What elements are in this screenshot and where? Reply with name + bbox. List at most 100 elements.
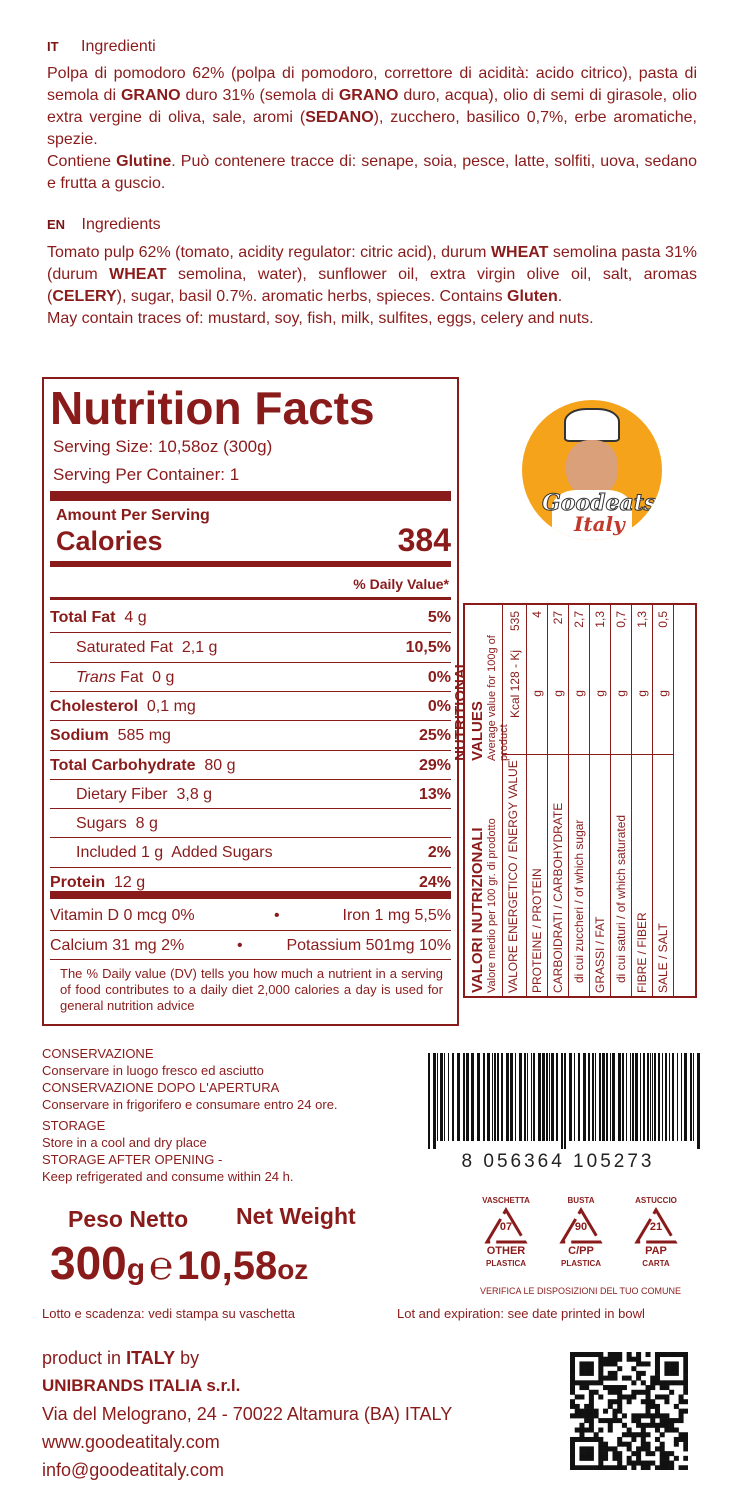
barcode-bar — [549, 1053, 550, 1141]
recycle-triangle-icon: 90 — [551, 1205, 611, 1245]
barcode-bar — [690, 1053, 692, 1141]
barcode-bar — [606, 1053, 608, 1141]
barcode-bar — [595, 1053, 596, 1141]
barcode-bar — [440, 1053, 443, 1141]
barcode-bar — [662, 1053, 663, 1141]
daily-value-header: % Daily Value* — [353, 576, 449, 592]
barcode-bar — [669, 1053, 670, 1141]
recycle-triangle-icon: 21 — [626, 1205, 686, 1245]
net-weight-label: Net Weight — [236, 1203, 356, 1229]
ingredients-en-text: Tomato pulp 62% (tomato, acidity regulat… — [47, 244, 698, 327]
nutritional-values-table: VALORI NUTRIZIONALI NUTRITIONAL VALUES Va… — [452, 603, 697, 998]
barcode-bar — [444, 1053, 445, 1141]
recycling-symbol: VASCHETTA 07 OTHER PLASTICA — [476, 1196, 536, 1268]
barcode-bar — [640, 1053, 641, 1141]
nutrient-row: Sodium 585 mg 25% — [50, 720, 451, 749]
serving-size: Serving Size: 10,58oz (300g) — [53, 437, 273, 456]
nutrient-row: Protein 12 g 24% — [50, 866, 451, 896]
vitamin-row: Calcium 31 mg 2% • Potassium 501mg 10% — [50, 930, 451, 959]
barcode-bar — [665, 1053, 667, 1141]
lang-code: IT — [47, 39, 59, 54]
barcode-bar — [542, 1053, 545, 1141]
barcode-bar — [672, 1053, 674, 1141]
barcode-bar — [457, 1053, 460, 1141]
nutrition-facts-title: Nutrition Facts — [50, 382, 375, 434]
nutrient-row: Trans Fat 0 g 0% — [50, 661, 451, 691]
nutritional-value-row: FIBRE / FIBER g 1,3 — [632, 605, 653, 996]
barcode-bar — [626, 1053, 627, 1141]
nutritional-value-row: CARBOIDRATI / CARBOHYDRATE g 27 — [548, 605, 569, 996]
nutritional-value-row: di cui zuccheri / of which sugar g 2,7 — [569, 605, 590, 996]
barcode-bar — [433, 1053, 436, 1149]
chef-jacket-icon — [552, 490, 632, 540]
nutritional-value-row: VALORE ENERGETICO / ENERGY VALUE Kcal 128… — [503, 605, 527, 996]
qr-code[interactable] — [570, 1352, 688, 1470]
servings-per-container: Serving Per Container: 1 — [53, 465, 240, 484]
barcode-number: 8 056364 105273 — [461, 1151, 655, 1172]
ingredients-it-heading: IT Ingredienti — [47, 38, 156, 56]
barcode-bar — [612, 1053, 615, 1141]
lot-en: Lot and expiration: see date printed in … — [397, 1306, 645, 1321]
barcode-bar — [632, 1053, 634, 1141]
barcode-bar — [497, 1053, 499, 1141]
chef-hat-icon — [564, 408, 620, 442]
barcode-bar — [647, 1053, 649, 1141]
barcode-bar — [654, 1053, 656, 1141]
barcode-bar — [564, 1053, 566, 1149]
barcode-bar — [428, 1053, 430, 1149]
footnote: The % Daily value (DV) tells you how muc… — [50, 959, 451, 1014]
barcode-bar — [463, 1053, 465, 1141]
nutrient-row: Total Fat 4 g 5% — [50, 609, 451, 626]
barcode-bar — [538, 1053, 541, 1141]
website-link[interactable]: www.goodeatitaly.com — [42, 1432, 220, 1452]
barcode-bar — [492, 1053, 493, 1141]
email-link[interactable]: info@goodeatitaly.com — [42, 1460, 225, 1480]
barcode-bar — [561, 1053, 563, 1149]
barcode-bar — [684, 1053, 687, 1141]
barcode-bar — [583, 1053, 586, 1141]
barcode-bar — [574, 1053, 575, 1141]
calories-label: Calories — [56, 526, 163, 556]
barcode-bar — [556, 1053, 558, 1141]
nutrient-row: Cholesterol 0,1 mg 0% — [50, 690, 451, 720]
nutrient-row: Sugars 8 g — [50, 808, 451, 837]
nutrient-row: Saturated Fat 2,1 g 10,5% — [50, 632, 451, 661]
nutrient-row: Total Carbohydrate 80 g 29% — [50, 749, 451, 779]
lot-it: Lotto e scadenza: vedi stampa su vaschet… — [42, 1306, 295, 1321]
barcode-bar — [501, 1053, 503, 1141]
barcode-bar — [650, 1053, 651, 1141]
barcode-bar — [602, 1053, 605, 1141]
barcode-bar — [618, 1053, 621, 1141]
ingredients-en-heading: EN Ingredients — [47, 216, 161, 233]
nutrition-facts-panel: Nutrition Facts Serving Size: 10,58oz (3… — [42, 377, 459, 1026]
calories-value: 384 — [397, 522, 451, 558]
barcode-bar — [448, 1053, 449, 1141]
barcode-bar — [471, 1053, 474, 1141]
barcode-bar — [677, 1053, 678, 1141]
barcode-bar — [652, 1053, 653, 1141]
vitamin-row: Vitamin D 0 mcg 0% • Iron 1 mg 5,5% — [50, 907, 451, 924]
barcode-bar — [693, 1053, 694, 1141]
barcode-bar — [466, 1053, 469, 1141]
barcode-bar — [477, 1053, 480, 1141]
barcode — [428, 1053, 700, 1149]
peso-netto-label: Peso Netto — [68, 1206, 189, 1232]
barcode-bar — [658, 1053, 660, 1141]
barcode-bar — [551, 1053, 554, 1141]
barcode-bar — [592, 1053, 594, 1141]
recycling-symbol: BUSTA 90 C/PP PLASTICA — [551, 1196, 611, 1268]
barcode-bar — [531, 1053, 532, 1141]
nutritional-value-row: GRASSI / FAT g 1,3 — [590, 605, 611, 996]
barcode-bar — [506, 1053, 509, 1141]
barcode-bar — [610, 1053, 611, 1141]
barcode-bar — [569, 1053, 572, 1141]
nutritional-value-row: SALE / SALT g 0,5 — [653, 605, 674, 996]
amount-per-serving: Amount Per Serving — [56, 507, 210, 524]
storage-info: CONSERVAZIONE Conservare in luogo fresco … — [42, 1046, 338, 1184]
barcode-bar — [437, 1053, 438, 1141]
recycling-symbol: ASTUCCIO 21 PAP CARTA — [626, 1196, 686, 1268]
barcode-bar — [519, 1053, 522, 1141]
barcode-bar — [527, 1053, 528, 1141]
barcode-bar — [483, 1053, 485, 1141]
nutrient-row: Included 1 g Added Sugars 2% — [50, 837, 451, 866]
